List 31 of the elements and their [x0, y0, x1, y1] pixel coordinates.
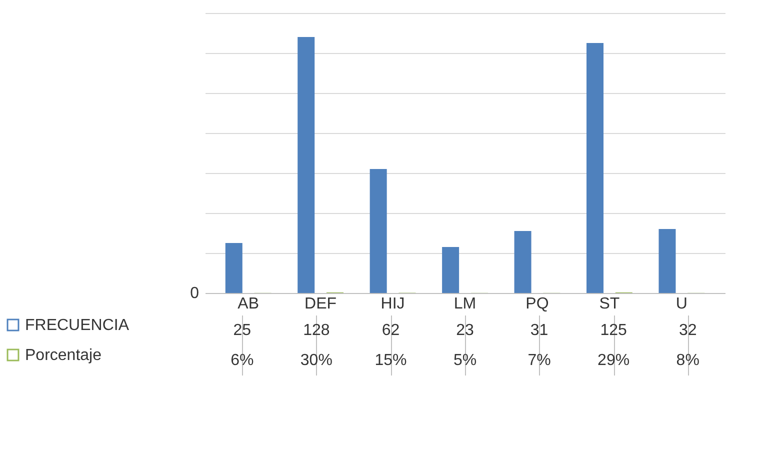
legend-label: Porcentaje — [25, 347, 102, 364]
data-label: 8% — [676, 352, 700, 369]
data-label: 7% — [528, 352, 551, 369]
data-label: 5% — [453, 352, 477, 369]
x-tick-label: DEF — [304, 296, 337, 312]
data-label: 25 — [233, 322, 252, 339]
x-tick-label: HIJ — [380, 296, 405, 312]
data-label: 32 — [678, 322, 697, 339]
data-label: 128 — [303, 322, 330, 339]
x-tick-label: PQ — [526, 296, 549, 312]
data-label: 30% — [300, 352, 332, 369]
data-label: 29% — [598, 352, 630, 369]
data-label: 15% — [374, 352, 407, 369]
data-label: 62 — [382, 322, 400, 339]
x-tick-label: U — [676, 296, 688, 312]
x-tick-label: LM — [454, 296, 476, 312]
data-label: 125 — [600, 322, 628, 339]
data-label: 6% — [230, 352, 254, 369]
bar — [586, 43, 604, 293]
bar — [225, 243, 242, 293]
bar — [658, 229, 676, 293]
bar — [442, 247, 460, 293]
data-label: 31 — [530, 322, 548, 339]
bar — [514, 231, 532, 293]
data-label: 23 — [456, 322, 474, 339]
x-tick-label: AB — [238, 296, 260, 312]
legend-label: FRECUENCIA — [25, 317, 130, 334]
bar — [298, 37, 315, 293]
x-tick-label: ST — [599, 296, 620, 312]
text: 0 — [190, 285, 200, 302]
bar — [370, 169, 387, 293]
